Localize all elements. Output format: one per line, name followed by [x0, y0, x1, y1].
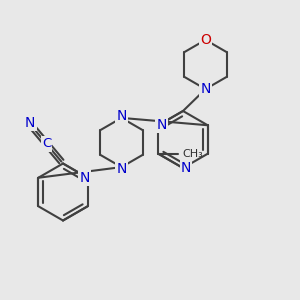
Text: CH₃: CH₃ — [182, 149, 203, 159]
Text: O: O — [200, 33, 211, 47]
Text: N: N — [80, 171, 90, 185]
Text: N: N — [200, 82, 211, 96]
Text: C: C — [42, 137, 51, 151]
Text: N: N — [156, 118, 166, 132]
Text: N: N — [116, 162, 127, 176]
Text: N: N — [25, 116, 35, 130]
Text: N: N — [116, 110, 127, 123]
Text: N: N — [181, 161, 191, 175]
